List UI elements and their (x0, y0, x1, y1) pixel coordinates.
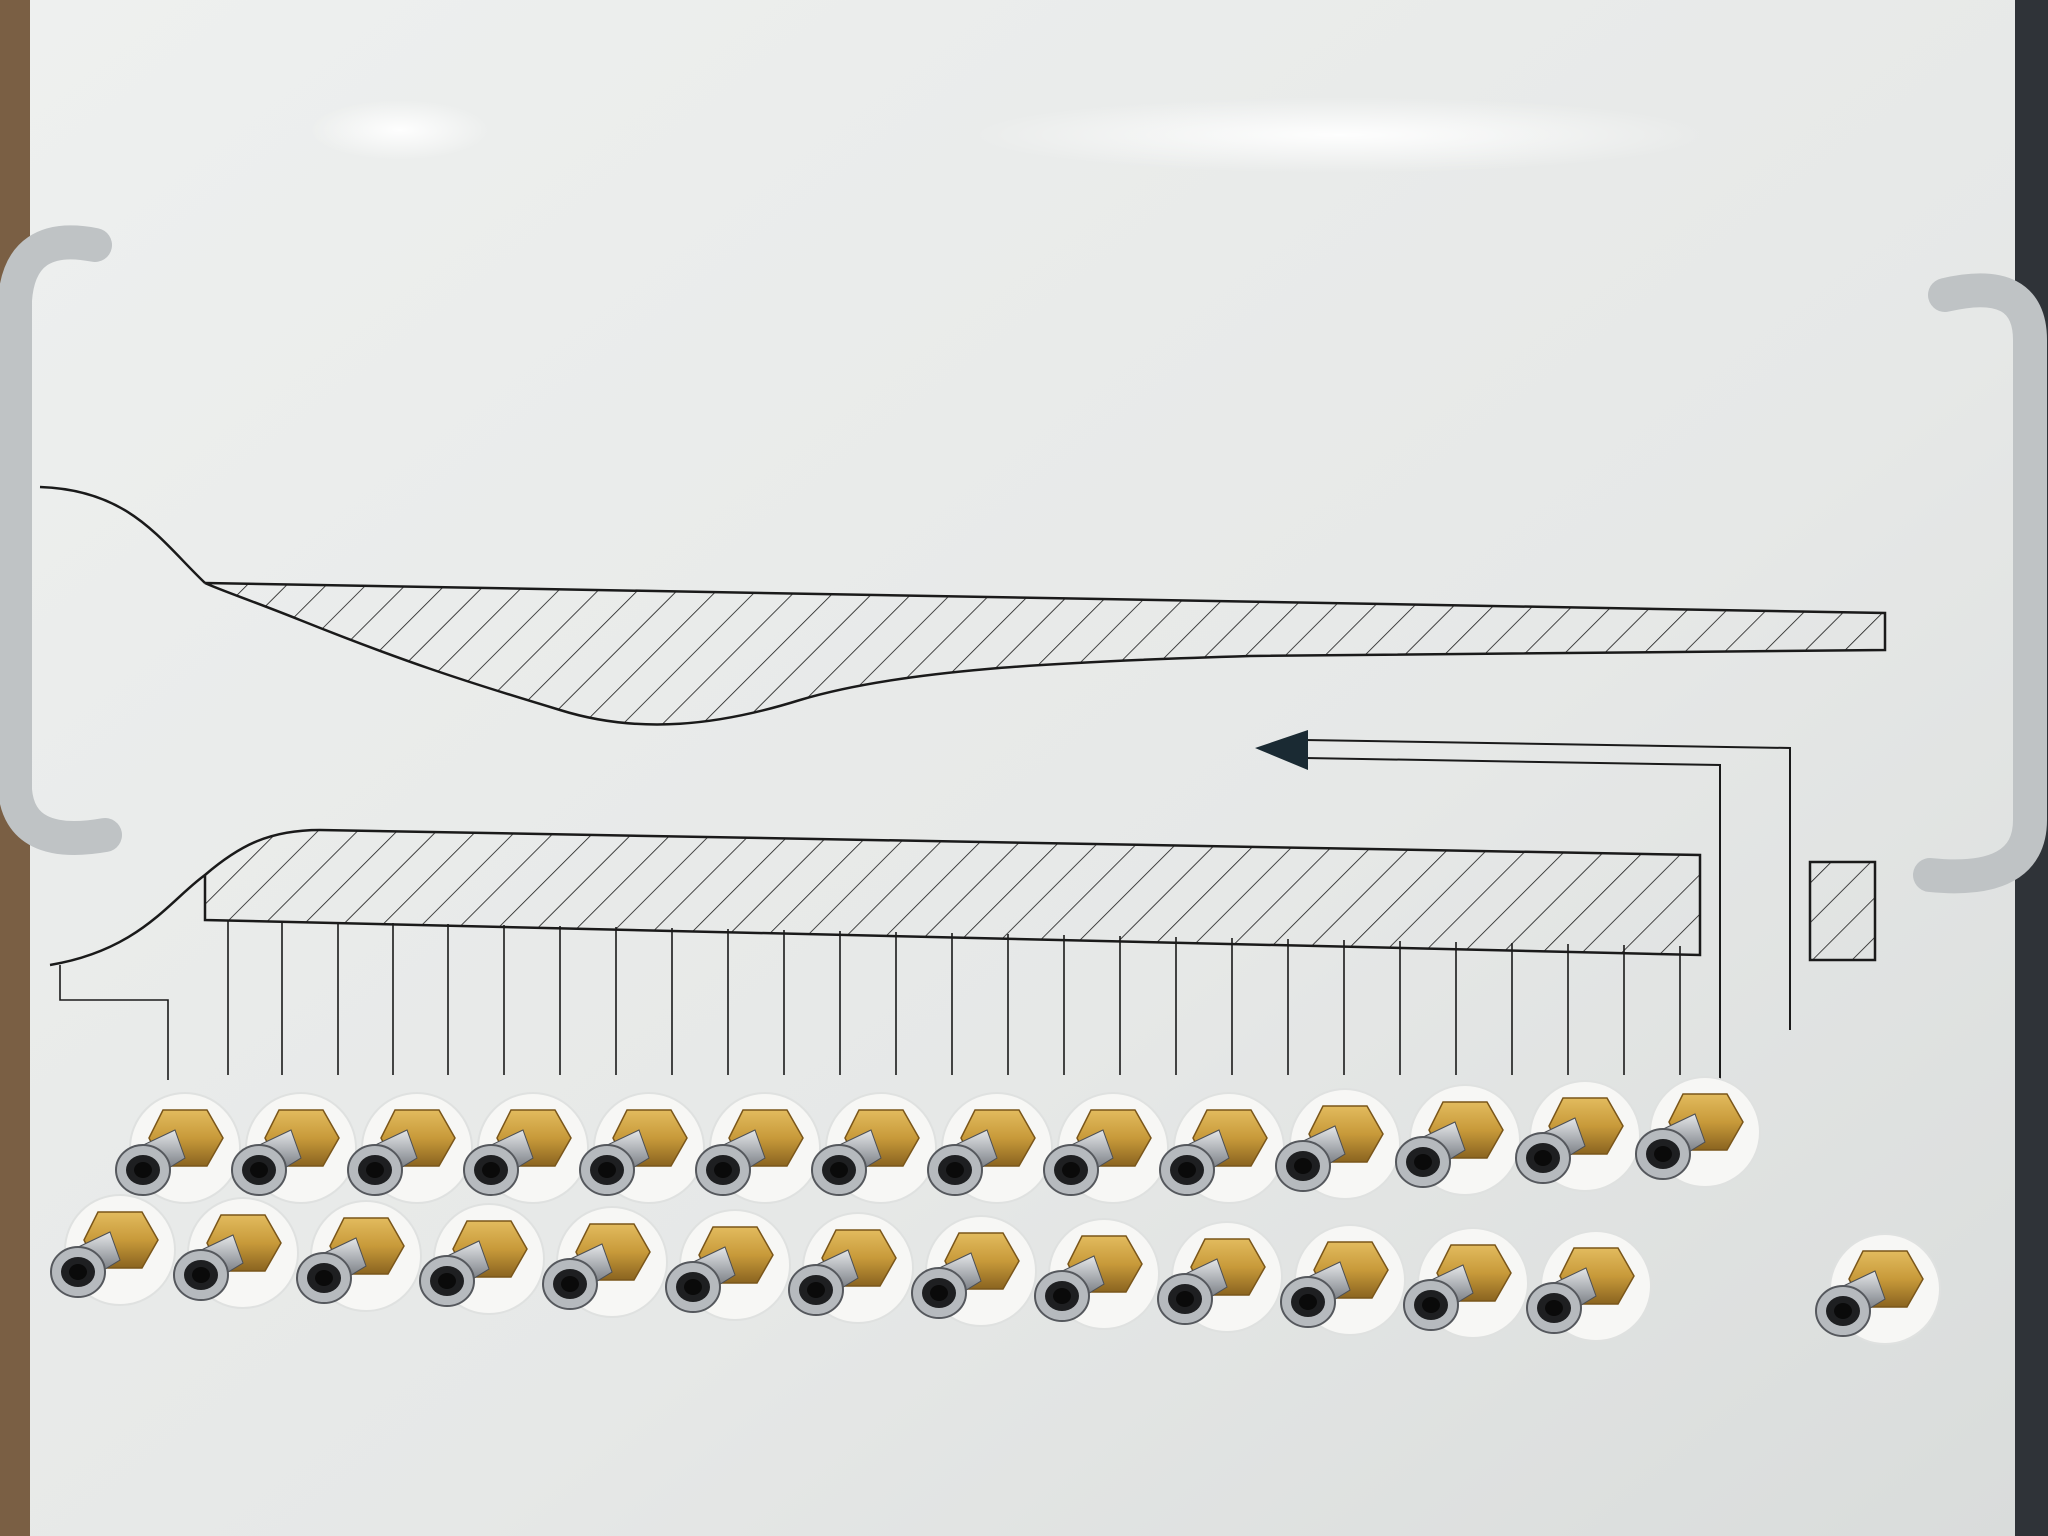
fitting-front-7 (788, 1212, 914, 1324)
fitting-front-4 (419, 1203, 545, 1315)
upper-wall (204, 581, 1887, 726)
glare-right (970, 97, 1710, 173)
fitting-back-4 (463, 1092, 589, 1204)
fitting-back-5 (579, 1092, 705, 1204)
fitting-back-9 (1043, 1092, 1169, 1204)
fitting-front-2 (173, 1197, 299, 1309)
glare-left (310, 100, 490, 160)
fitting-front-6 (665, 1209, 791, 1321)
fitting-back-11 (1275, 1088, 1401, 1200)
fitting-back-13 (1515, 1080, 1641, 1192)
fittings-back-row (115, 1076, 1761, 1204)
flow-arrow-icon (1255, 730, 1791, 1100)
fitting-front-9 (1034, 1218, 1160, 1330)
fitting-front-3 (296, 1200, 422, 1312)
fitting-back-12 (1395, 1084, 1521, 1196)
fitting-front-11 (1280, 1224, 1406, 1336)
fitting-back-7 (811, 1092, 937, 1204)
fitting-front-10 (1157, 1221, 1283, 1333)
fitting-back-3 (347, 1092, 473, 1204)
fitting-back-8 (927, 1092, 1053, 1204)
fitting-back-1 (115, 1092, 241, 1204)
fitting-back-6 (695, 1092, 821, 1204)
handle-left (0, 225, 122, 855)
fitting-front-14 (1815, 1233, 1941, 1345)
handle-right (1913, 273, 2047, 894)
fitting-front-8 (911, 1215, 1037, 1327)
inlet-curve-upper (39, 485, 206, 584)
fittings-front-row (50, 1194, 1941, 1345)
fitting-front-5 (542, 1206, 668, 1318)
end-block (1808, 860, 1877, 962)
fitting-front-13 (1526, 1230, 1652, 1342)
fitting-back-2 (231, 1092, 357, 1204)
fitting-back-10 (1159, 1092, 1285, 1204)
fitting-front-1 (50, 1194, 176, 1306)
tap-lines (59, 920, 1681, 1080)
fitting-back-14 (1635, 1076, 1761, 1188)
inlet-curve-lower (49, 873, 206, 967)
fitting-front-12 (1403, 1227, 1529, 1339)
lower-wall (203, 828, 1702, 957)
